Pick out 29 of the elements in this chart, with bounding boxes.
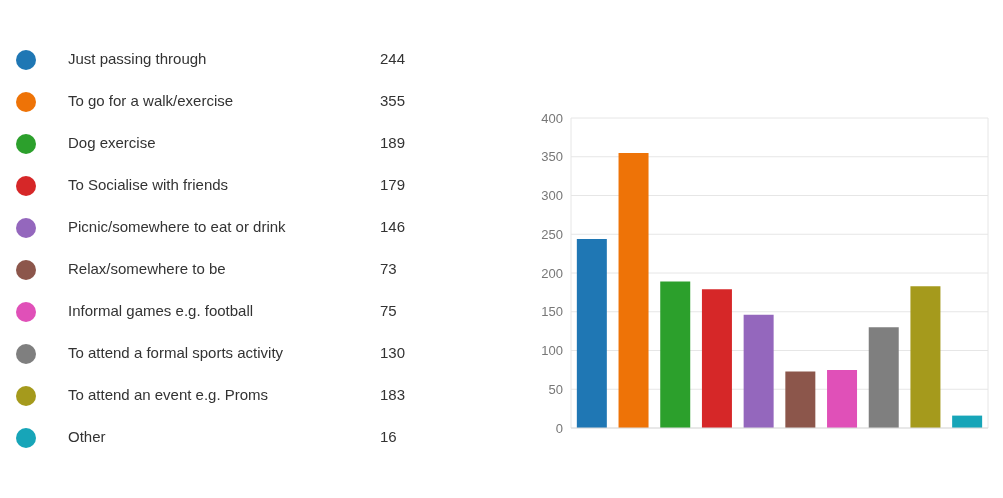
y-tick-label: 200 bbox=[541, 265, 563, 281]
legend-label: To go for a walk/exercise bbox=[67, 91, 235, 111]
text: 16 bbox=[380, 427, 397, 447]
text: 244 bbox=[380, 49, 406, 69]
y-tick-label: 400 bbox=[541, 110, 563, 126]
legend-label: Relax/somewhere to be bbox=[67, 259, 227, 279]
y-tick-label: 50 bbox=[548, 381, 563, 397]
legend-label: Informal games e.g. football bbox=[67, 301, 255, 321]
text: 183 bbox=[380, 385, 406, 405]
text: 355 bbox=[380, 91, 406, 111]
legend-label: Dog exercise bbox=[67, 133, 157, 153]
y-tick-label: 350 bbox=[541, 149, 563, 165]
text: 146 bbox=[380, 217, 406, 237]
y-tick-label: 0 bbox=[555, 420, 563, 436]
y-tick-label: 150 bbox=[541, 304, 563, 320]
text: 130 bbox=[380, 343, 406, 363]
legend-label: To Socialise with friends bbox=[67, 175, 230, 195]
y-tick-label: 100 bbox=[541, 343, 563, 359]
legend-label: Other bbox=[67, 427, 107, 447]
text: 75 bbox=[380, 301, 397, 321]
text: 73 bbox=[380, 259, 397, 279]
legend-label: To attend an event e.g. Proms bbox=[67, 385, 270, 405]
y-tick-label: 300 bbox=[541, 188, 563, 204]
y-tick-label: 250 bbox=[541, 226, 563, 242]
text: 189 bbox=[380, 133, 406, 153]
text: 179 bbox=[380, 175, 406, 195]
legend-label: To attend a formal sports activity bbox=[67, 343, 285, 363]
legend-label: Just passing through bbox=[67, 49, 208, 69]
legend-label: Picnic/somewhere to eat or drink bbox=[67, 217, 287, 237]
